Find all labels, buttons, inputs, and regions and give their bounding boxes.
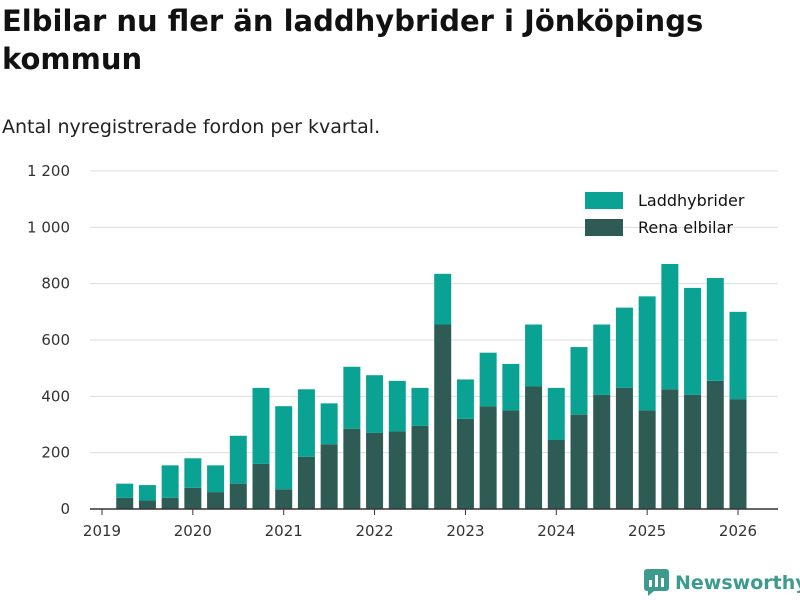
y-tick-label: 0	[60, 500, 70, 518]
bar-rena-elbilar	[593, 394, 611, 509]
bar-laddhybrider	[343, 366, 361, 429]
bar-rena-elbilar	[138, 500, 156, 509]
bar-laddhybrider	[661, 263, 679, 390]
bar-laddhybrider	[547, 387, 565, 440]
bar-rena-elbilar	[116, 497, 134, 509]
bars	[116, 263, 747, 509]
bar-laddhybrider	[388, 380, 406, 432]
bar-laddhybrider	[479, 352, 497, 407]
legend-label-rena-elbilar: Rena elbilar	[638, 218, 733, 237]
x-tick-label: 2023	[446, 522, 484, 540]
bar-rena-elbilar	[570, 414, 588, 509]
x-tick-label: 2021	[265, 522, 303, 540]
bar-laddhybrider	[184, 458, 202, 488]
bar-rena-elbilar	[184, 487, 202, 509]
bar-laddhybrider	[615, 307, 633, 388]
bar-laddhybrider	[570, 347, 588, 415]
bar-laddhybrider	[252, 387, 270, 464]
bar-rena-elbilar	[275, 489, 293, 509]
bar-rena-elbilar	[456, 418, 474, 509]
y-tick-label: 800	[41, 275, 70, 293]
bar-laddhybrider	[593, 324, 611, 395]
y-tick-label: 1 200	[27, 162, 70, 180]
bar-rena-elbilar	[229, 483, 247, 509]
x-tick-label: 2020	[174, 522, 212, 540]
bar-laddhybrider	[502, 363, 520, 411]
bar-rena-elbilar	[207, 492, 225, 509]
y-tick-label: 200	[41, 444, 70, 462]
bar-rena-elbilar	[684, 394, 702, 509]
bar-laddhybrider	[207, 465, 225, 493]
bar-laddhybrider	[297, 389, 315, 457]
bar-laddhybrider	[456, 379, 474, 419]
chart-subtitle: Antal nyregistrerade fordon per kvartal.	[2, 116, 381, 138]
bar-rena-elbilar	[252, 463, 270, 509]
legend-swatch-rena-elbilar	[585, 219, 623, 236]
x-tick-label: 2025	[628, 522, 666, 540]
bar-laddhybrider	[138, 485, 156, 501]
bar-rena-elbilar	[661, 389, 679, 509]
y-tick-label: 1 000	[27, 218, 70, 236]
newsworthy-logo-icon	[644, 569, 669, 596]
bar-rena-elbilar	[547, 439, 565, 509]
bar-laddhybrider	[411, 387, 429, 426]
bar-rena-elbilar	[525, 386, 543, 509]
bar-laddhybrider	[434, 273, 452, 325]
x-tick-label: 2019	[83, 522, 121, 540]
bar-rena-elbilar	[638, 410, 656, 509]
bar-laddhybrider	[116, 483, 134, 498]
bar-laddhybrider	[684, 287, 702, 395]
bar-laddhybrider	[706, 278, 724, 381]
brand-logo: Newsworthy	[644, 569, 800, 596]
bar-rena-elbilar	[706, 380, 724, 509]
x-tick-label: 2022	[355, 522, 393, 540]
bar-rena-elbilar	[411, 425, 429, 509]
bar-laddhybrider	[729, 311, 747, 400]
bar-rena-elbilar	[434, 324, 452, 509]
bar-laddhybrider	[638, 296, 656, 411]
bar-laddhybrider	[320, 403, 338, 445]
bar-rena-elbilar	[615, 387, 633, 509]
legend-swatch-laddhybrider	[585, 192, 623, 209]
x-tick-label: 2026	[719, 522, 757, 540]
bar-rena-elbilar	[320, 444, 338, 509]
bar-rena-elbilar	[343, 428, 361, 509]
bar-laddhybrider	[161, 465, 179, 498]
bar-rena-elbilar	[161, 497, 179, 509]
axes: 0 200 400 600 800 1 000 1 200 2019 2020 2021 2022 2…	[27, 162, 778, 540]
y-tick-label: 600	[41, 331, 70, 349]
legend-label-laddhybrider: Laddhybrider	[638, 191, 745, 210]
brand-name: Newsworthy	[675, 571, 800, 594]
bar-rena-elbilar	[502, 410, 520, 509]
bar-rena-elbilar	[366, 432, 384, 509]
bar-laddhybrider	[275, 406, 293, 490]
chart-title: Elbilar nu fler än laddhybrider i Jönköp…	[2, 4, 704, 76]
bar-rena-elbilar	[729, 399, 747, 509]
bar-laddhybrider	[229, 435, 247, 484]
bar-rena-elbilar	[388, 431, 406, 509]
bar-laddhybrider	[525, 324, 543, 387]
bar-laddhybrider	[366, 375, 384, 433]
x-tick-label: 2024	[537, 522, 575, 540]
bar-rena-elbilar	[479, 406, 497, 509]
y-tick-label: 400	[41, 387, 70, 405]
bar-rena-elbilar	[297, 456, 315, 509]
stacked-bar-chart: 0 200 400 600 800 1 000 1 200 2019 2020 2021 2022 2…	[27, 162, 778, 540]
legend: Laddhybrider Rena elbilar	[585, 191, 745, 237]
